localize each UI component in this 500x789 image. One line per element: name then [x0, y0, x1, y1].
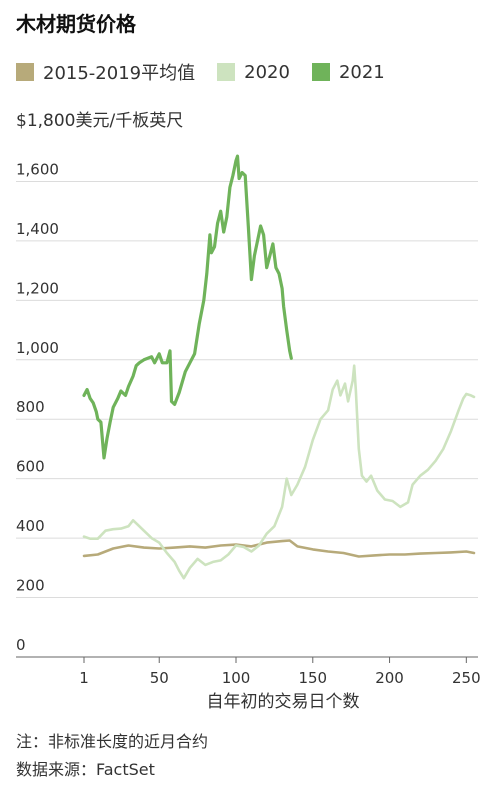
y-axis-unit-label: $1,800美元/千板英尺	[16, 111, 184, 131]
x-tick-label-1: 1	[79, 669, 89, 687]
legend-label-2020: 2020	[244, 61, 290, 83]
legend-item-2020: 2020	[217, 62, 290, 83]
y-tick-label-1400: 1,400	[16, 220, 59, 238]
y-tick-label-1000: 1,000	[16, 339, 59, 357]
footnote: 注：非标准长度的近月合约	[16, 732, 209, 751]
chart-title: 木材期货价格	[16, 12, 136, 36]
legend-label-avg: 2015-2019平均值	[43, 63, 196, 84]
legend-swatch-avg	[16, 63, 34, 81]
legend-item-avg: 2015-2019平均值	[16, 59, 195, 85]
legend-item-2021: 2021	[311, 61, 385, 83]
x-tick-label-200: 200	[375, 669, 404, 687]
legend-swatch-2021	[311, 63, 330, 81]
x-tick-label-150: 150	[298, 669, 327, 687]
legend: 2015-2019平均值 2020 2021	[16, 58, 407, 86]
series-line-avg	[82, 539, 476, 558]
y-tick-label-0: 0	[16, 636, 26, 654]
series-line-2020	[82, 364, 476, 580]
y-tick-label-800: 800	[16, 398, 45, 416]
x-axis-label: 自年初的交易日个数	[207, 692, 360, 712]
y-tick-label-1600: 1,600	[16, 160, 59, 178]
source-note: 数据来源：FactSet	[16, 760, 155, 779]
y-tick-label-600: 600	[16, 458, 45, 476]
legend-label-2021: 2021	[338, 61, 385, 83]
x-tick-label-50: 50	[150, 669, 169, 687]
legend-swatch-2020	[217, 63, 236, 81]
x-tick-label-250: 250	[452, 669, 481, 687]
x-tick-label-100: 100	[222, 669, 251, 687]
y-tick-label-200: 200	[16, 577, 45, 595]
y-tick-label-400: 400	[16, 517, 45, 535]
y-tick-label-1200: 1,200	[16, 279, 59, 297]
series-line-2021	[82, 154, 293, 460]
